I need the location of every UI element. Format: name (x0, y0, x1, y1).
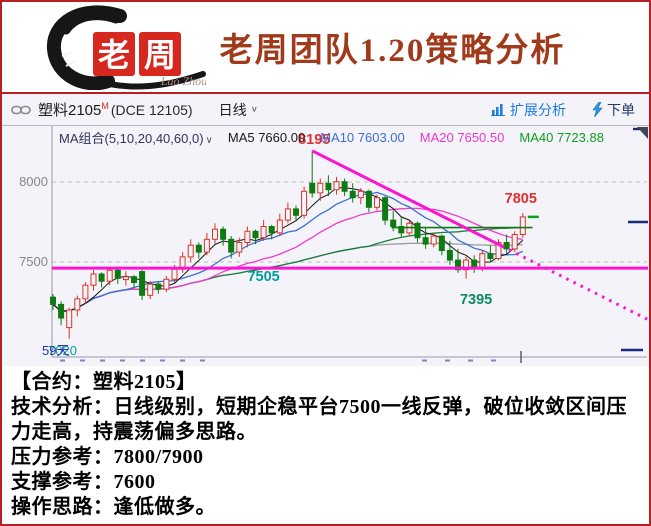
svg-text:59天: 59天 (42, 343, 69, 358)
operation-line: 操作思路：逢低做多。 (11, 496, 216, 518)
ma40-value-label: MA40 7723.88 (519, 130, 604, 145)
plot-border (51, 126, 647, 358)
svg-text:7500: 7500 (19, 254, 48, 269)
right-edge-marks[interactable] (621, 127, 648, 352)
indicator-label-row: MA组合(5,10,20,40,60,0) ∨ MA5 7660.00 MA10 … (59, 128, 604, 147)
svg-text:7395: 7395 (460, 292, 492, 308)
svg-text:7020: 7020 (48, 343, 77, 358)
date-ticks (60, 351, 522, 363)
ma10-value-label: MA10 7603.00 (320, 130, 405, 145)
chevron-down-icon: ∨ (205, 135, 213, 146)
chart-area: 8000 7500 8195 7805 7395 7505 7020 59天 MA组合(5,1… (2, 126, 649, 366)
pressure-line: 压力参考：7800/7900 (11, 446, 204, 468)
bar-chart-icon (491, 104, 505, 116)
svg-text:8000: 8000 (19, 174, 48, 189)
svg-text:7505: 7505 (247, 269, 279, 285)
candles (50, 150, 526, 339)
contract-line: 【合约：塑料2105】 (11, 371, 197, 393)
price-grid: 8000 7500 (19, 174, 647, 269)
place-order-button[interactable]: 下单 (592, 100, 635, 120)
descending-trendline[interactable] (311, 149, 649, 321)
analysis-section: 【合约：塑料2105】 技术分析：日线级别，短期企稳平台7500一线反弹，破位收… (2, 366, 649, 520)
collapse-corner-icon (637, 127, 648, 139)
support-line: 支撑参考：7600 (11, 471, 156, 493)
analysis-line: 技术分析：日线级别，短期企稳平台7500一线反弹，破位收敛区间压 (11, 396, 627, 418)
header-divider (2, 92, 649, 94)
symbol-flag: M (101, 101, 109, 111)
seal-zhou: 周 (139, 32, 181, 76)
svg-text:8195: 8195 (298, 132, 330, 148)
chart-toolbar: 塑料2105M (DCE 12105) 日线 ∨ 扩展分析 (2, 94, 649, 126)
chart-panel: 塑料2105M (DCE 12105) 日线 ∨ 扩展分析 (2, 94, 649, 366)
analysis-line: 力走高，持震荡偏多思路。 (11, 421, 257, 443)
svg-text:周: 周 (144, 37, 176, 73)
header: 老 周 Lao Zhou 老周团队1.20策略分析 (2, 2, 649, 92)
seal-lao: 老 (93, 32, 135, 76)
ma20-value-label: MA20 7650.50 (419, 130, 505, 145)
logo-script-text: Lao Zhou (160, 74, 206, 88)
price-annotations: 8195 7805 7395 7505 (247, 132, 536, 308)
symbol-code: (DCE 12105) (110, 101, 193, 118)
extended-analysis-button[interactable]: 扩展分析 (491, 100, 566, 120)
page-title: 老周团队1.20策略分析 (219, 33, 566, 69)
lightning-icon (592, 102, 603, 117)
ma5-value-label: MA5 7660.00 (227, 130, 306, 145)
ma-group-dropdown[interactable]: MA组合(5,10,20,40,60,0) ∨ (59, 131, 213, 146)
ink-swirl-icon (46, 5, 206, 90)
period-dropdown[interactable]: 日线 ∨ (218, 101, 258, 118)
laozhou-logo: 老 周 Lao Zhou (46, 5, 206, 90)
svg-text:老: 老 (98, 37, 130, 73)
symbol-selector[interactable]: 塑料2105M (38, 101, 109, 119)
chevron-down-icon: ∨ (250, 105, 258, 114)
link-icon[interactable] (11, 104, 31, 116)
svg-text:7805: 7805 (505, 191, 537, 207)
